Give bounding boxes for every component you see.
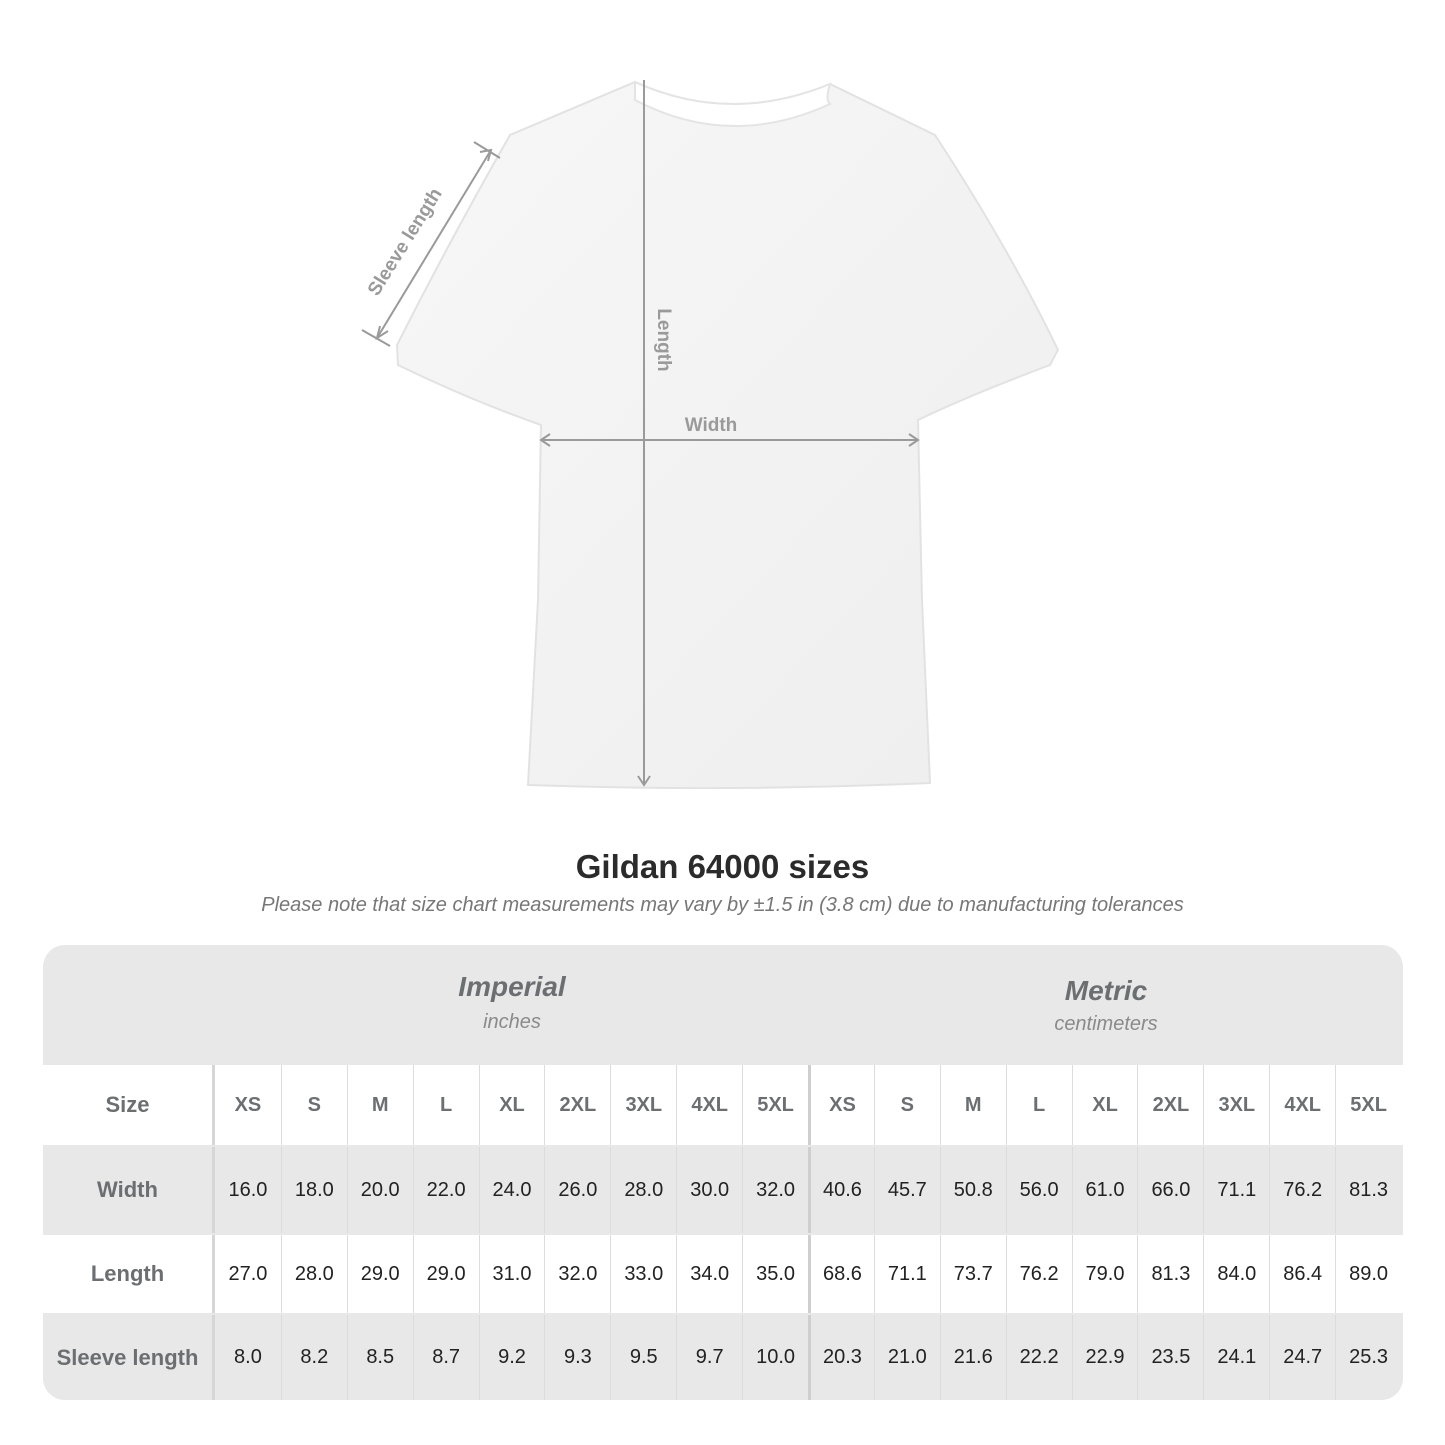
table-cell: 3XL — [1203, 1065, 1269, 1145]
table-cell: 24.0 — [478, 1147, 545, 1233]
table-cell: 73.7 — [939, 1235, 1006, 1313]
table-cell: 3XL — [610, 1065, 676, 1145]
table-cell: 45.7 — [873, 1147, 940, 1233]
table-cell: 2XL — [544, 1065, 610, 1145]
tshirt-shape — [395, 80, 1060, 790]
table-cell: 28.0 — [280, 1235, 347, 1313]
metric-unit: centimeters — [1054, 1013, 1158, 1035]
table-cell: 29.0 — [412, 1235, 479, 1313]
table-cell: XS — [808, 1065, 874, 1145]
table-cell: 20.3 — [808, 1315, 874, 1400]
table-cell: XL — [1071, 1065, 1138, 1145]
row-label: Width — [43, 1147, 215, 1233]
table-cell: 21.0 — [873, 1315, 940, 1400]
table-cell: 4XL — [1269, 1065, 1335, 1145]
table-cell: 10.0 — [742, 1315, 808, 1400]
table-cell: 20.0 — [346, 1147, 413, 1233]
table-cell: 22.2 — [1005, 1315, 1072, 1400]
table-row: Width 16.0 18.0 20.0 22.0 24.0 26.0 28.0 30.0 32.… — [43, 1147, 1403, 1233]
table-cell: 81.3 — [1137, 1235, 1203, 1313]
table-cell: 9.7 — [676, 1315, 742, 1400]
table-row: Sleeve length 8.0 8.2 8.5 8.7 9.2 9.3 9.5 9.7 10.… — [43, 1315, 1403, 1400]
length-label: Length — [653, 308, 674, 371]
table-cell: 8.5 — [346, 1315, 413, 1400]
table-cell: 32.0 — [544, 1235, 610, 1313]
size-table: Imperial inches Metric centimeters Size X… — [43, 945, 1403, 1400]
page-title: Gildan 64000 sizes — [575, 848, 870, 885]
measure-lines — [361, 80, 920, 787]
table-cell: 66.0 — [1137, 1147, 1203, 1233]
table-cell: 40.6 — [808, 1147, 874, 1233]
table-cell: M — [939, 1065, 1006, 1145]
table-cell: L — [412, 1065, 479, 1145]
tolerance-note: Please note that size chart measurements… — [261, 894, 1184, 916]
imperial-header: Imperial inches — [215, 945, 809, 1063]
row-label: Length — [43, 1235, 215, 1313]
table-cell: 61.0 — [1071, 1147, 1138, 1233]
table-cell: 68.6 — [808, 1235, 874, 1313]
table-cell: 34.0 — [676, 1235, 742, 1313]
table-cell: XL — [478, 1065, 545, 1145]
table-cell: M — [346, 1065, 413, 1145]
table-cell: 9.5 — [610, 1315, 676, 1400]
table-cell: 76.2 — [1005, 1235, 1072, 1313]
table-cell: S — [280, 1065, 347, 1145]
table-cell: 25.3 — [1335, 1315, 1401, 1400]
table-cell: 8.0 — [234, 1346, 262, 1368]
metric-header: Metric centimeters — [809, 945, 1403, 1063]
table-cell: S — [873, 1065, 940, 1145]
table-cell: L — [1005, 1065, 1072, 1145]
table-row: Length 27.0 28.0 29.0 29.0 31.0 32.0 33.0 34.0 35… — [43, 1235, 1403, 1313]
table-cell: 22.0 — [412, 1147, 479, 1233]
table-cell: 16.0 — [228, 1178, 268, 1201]
table-cell: 26.0 — [544, 1147, 610, 1233]
table-cell: 32.0 — [742, 1147, 808, 1233]
table-cell: 5XL — [742, 1065, 808, 1145]
table-cell: 35.0 — [742, 1235, 808, 1313]
table-cell: 86.4 — [1269, 1235, 1335, 1313]
table-cell: 71.1 — [873, 1235, 940, 1313]
table-cell: 84.0 — [1203, 1235, 1269, 1313]
table-cell: 71.1 — [1203, 1147, 1269, 1233]
table-cell: 33.0 — [610, 1235, 676, 1313]
table-cell: 79.0 — [1071, 1235, 1138, 1313]
table-cell: 2XL — [1137, 1065, 1203, 1145]
table-cell: 81.3 — [1335, 1147, 1401, 1233]
table-cell: 8.7 — [412, 1315, 479, 1400]
table-cell: 4XL — [676, 1065, 742, 1145]
metric-title: Metric — [1064, 975, 1148, 1006]
table-cell: XS — [234, 1093, 262, 1116]
table-cell: 5XL — [1335, 1065, 1401, 1145]
table-cell: 89.0 — [1335, 1235, 1401, 1313]
table-cell: 23.5 — [1137, 1315, 1203, 1400]
collar — [634, 80, 832, 128]
table-cell: 50.8 — [939, 1147, 1006, 1233]
table-cell: 56.0 — [1005, 1147, 1072, 1233]
tshirt-diagram: Sleeve length Length Width — [361, 80, 1060, 790]
table-cell: 9.2 — [478, 1315, 545, 1400]
imperial-unit: inches — [483, 1011, 541, 1033]
row-label: Size — [43, 1065, 215, 1145]
table-cell: 30.0 — [676, 1147, 742, 1233]
width-label: Width — [685, 415, 738, 436]
table-cell: 8.2 — [280, 1315, 347, 1400]
table-cell: 18.0 — [280, 1147, 347, 1233]
table-cell: 9.3 — [544, 1315, 610, 1400]
table-cell: 24.1 — [1203, 1315, 1269, 1400]
table-cell: 29.0 — [346, 1235, 413, 1313]
table-cell: 27.0 — [228, 1262, 268, 1285]
size-row: Size XS S M L XL 2XL 3XL 4XL 5XL XS S M L XL 2XL 3XL 4XL 5… — [43, 1065, 1403, 1145]
table-cell: 22.9 — [1071, 1315, 1138, 1400]
table-cell: 21.6 — [939, 1315, 1006, 1400]
table-cell: 28.0 — [610, 1147, 676, 1233]
imperial-title: Imperial — [458, 971, 566, 1002]
table-cell: 76.2 — [1269, 1147, 1335, 1233]
table-cell: 24.7 — [1269, 1315, 1335, 1400]
table-cell: 31.0 — [478, 1235, 545, 1313]
row-label: Sleeve length — [43, 1315, 215, 1400]
